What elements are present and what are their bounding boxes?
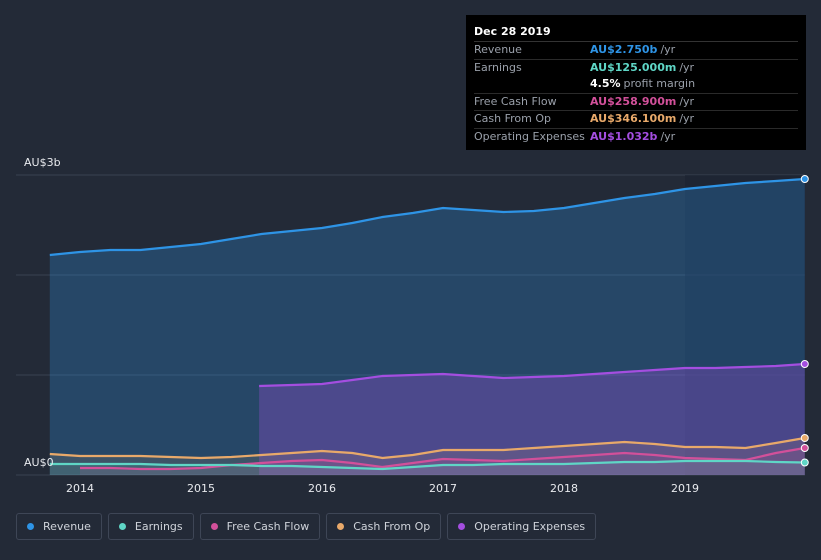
legend-dot-icon xyxy=(337,523,345,530)
legend-label: Cash From Op xyxy=(353,520,431,533)
x-tick-label: 2017 xyxy=(429,482,457,495)
legend-label: Revenue xyxy=(43,520,91,533)
free-cash-flow-area xyxy=(80,448,805,475)
cash-from-op-end-point xyxy=(800,434,809,442)
legend-dot-icon xyxy=(27,523,34,530)
legend-dot-icon xyxy=(458,523,466,530)
tooltip-row-operating-expenses: Operating Expenses AU$1.032b /yr xyxy=(474,129,798,146)
tooltip-label: Earnings xyxy=(474,60,522,74)
tooltip-margin-label: profit margin xyxy=(623,77,696,91)
y-axis-max-label: AU$3b xyxy=(24,156,61,169)
revenue-end-point xyxy=(800,175,809,183)
operating-expenses-line xyxy=(259,362,805,388)
legend-item-free-cash-flow[interactable]: Free Cash Flow xyxy=(199,513,321,540)
x-tick-label: 2014 xyxy=(66,482,94,495)
tooltip-row-cash-from-op: Cash From Op AU$346.100m /yr xyxy=(474,111,798,129)
earnings-line xyxy=(49,459,805,471)
free-cash-flow-line xyxy=(80,446,805,471)
legend-item-revenue[interactable]: Revenue xyxy=(16,513,102,540)
tooltip-value: AU$258.900m xyxy=(590,94,677,108)
legend-dot-icon xyxy=(118,523,126,530)
data-tooltip: Dec 28 2019 Revenue AU$2.750b /yr Earnin… xyxy=(466,15,806,150)
legend-item-earnings[interactable]: Earnings xyxy=(107,513,194,540)
legend-dot-icon xyxy=(210,523,218,530)
chart-legend: Revenue Earnings Free Cash Flow Cash Fro… xyxy=(16,513,597,541)
tooltip-label: Cash From Op xyxy=(474,112,552,126)
x-tick-label: 2015 xyxy=(187,482,215,495)
tooltip-unit: /yr xyxy=(679,112,695,126)
legend-label: Free Cash Flow xyxy=(226,520,310,533)
legend-label: Earnings xyxy=(134,520,183,533)
earnings-end-point xyxy=(800,458,809,467)
x-tick-label: 2018 xyxy=(550,482,578,495)
legend-item-cash-from-op[interactable]: Cash From Op xyxy=(326,513,442,540)
free-cash-flow-end-point xyxy=(800,444,809,452)
tooltip-row-free-cash-flow: Free Cash Flow AU$258.900m /yr xyxy=(474,94,798,112)
tooltip-value: AU$125.000m xyxy=(590,60,677,74)
legend-item-operating-expenses[interactable]: Operating Expenses xyxy=(447,513,597,540)
tooltip-margin-value: 4.5% xyxy=(590,77,621,91)
tooltip-value: AU$346.100m xyxy=(590,112,677,126)
y-axis-zero-label: AU$0 xyxy=(24,456,54,469)
tooltip-label: Revenue xyxy=(474,43,522,56)
tooltip-unit: /yr xyxy=(679,60,695,74)
tooltip-date: Dec 28 2019 xyxy=(474,24,798,42)
tooltip-unit: /yr xyxy=(679,94,695,108)
tooltip-row-earnings: Earnings AU$125.000m /yr xyxy=(474,60,798,77)
x-tick-label: 2016 xyxy=(308,482,336,495)
operating-expenses-end-point xyxy=(800,360,809,368)
tooltip-label: Operating Expenses xyxy=(474,129,585,143)
cash-from-op-line xyxy=(49,436,805,460)
highlight-region xyxy=(685,175,805,475)
tooltip-value: AU$1.032b xyxy=(590,129,658,143)
chart-area: AU$3b AU$0 2014 2015 2016 2017 2018 2019 xyxy=(16,156,809,495)
earnings-area xyxy=(49,461,805,475)
tooltip-row-margin: 4.5% profit margin xyxy=(474,76,798,94)
legend-label: Operating Expenses xyxy=(474,520,586,533)
revenue-line xyxy=(49,177,805,257)
operating-expenses-area xyxy=(259,364,805,475)
tooltip-unit: /yr xyxy=(660,43,676,56)
x-tick-label: 2019 xyxy=(671,482,699,495)
tooltip-row-revenue: Revenue AU$2.750b /yr xyxy=(474,42,798,60)
tooltip-value: AU$2.750b xyxy=(590,43,658,56)
tooltip-label: Free Cash Flow xyxy=(474,94,557,108)
tooltip-unit: /yr xyxy=(660,129,676,143)
revenue-area xyxy=(49,179,805,475)
